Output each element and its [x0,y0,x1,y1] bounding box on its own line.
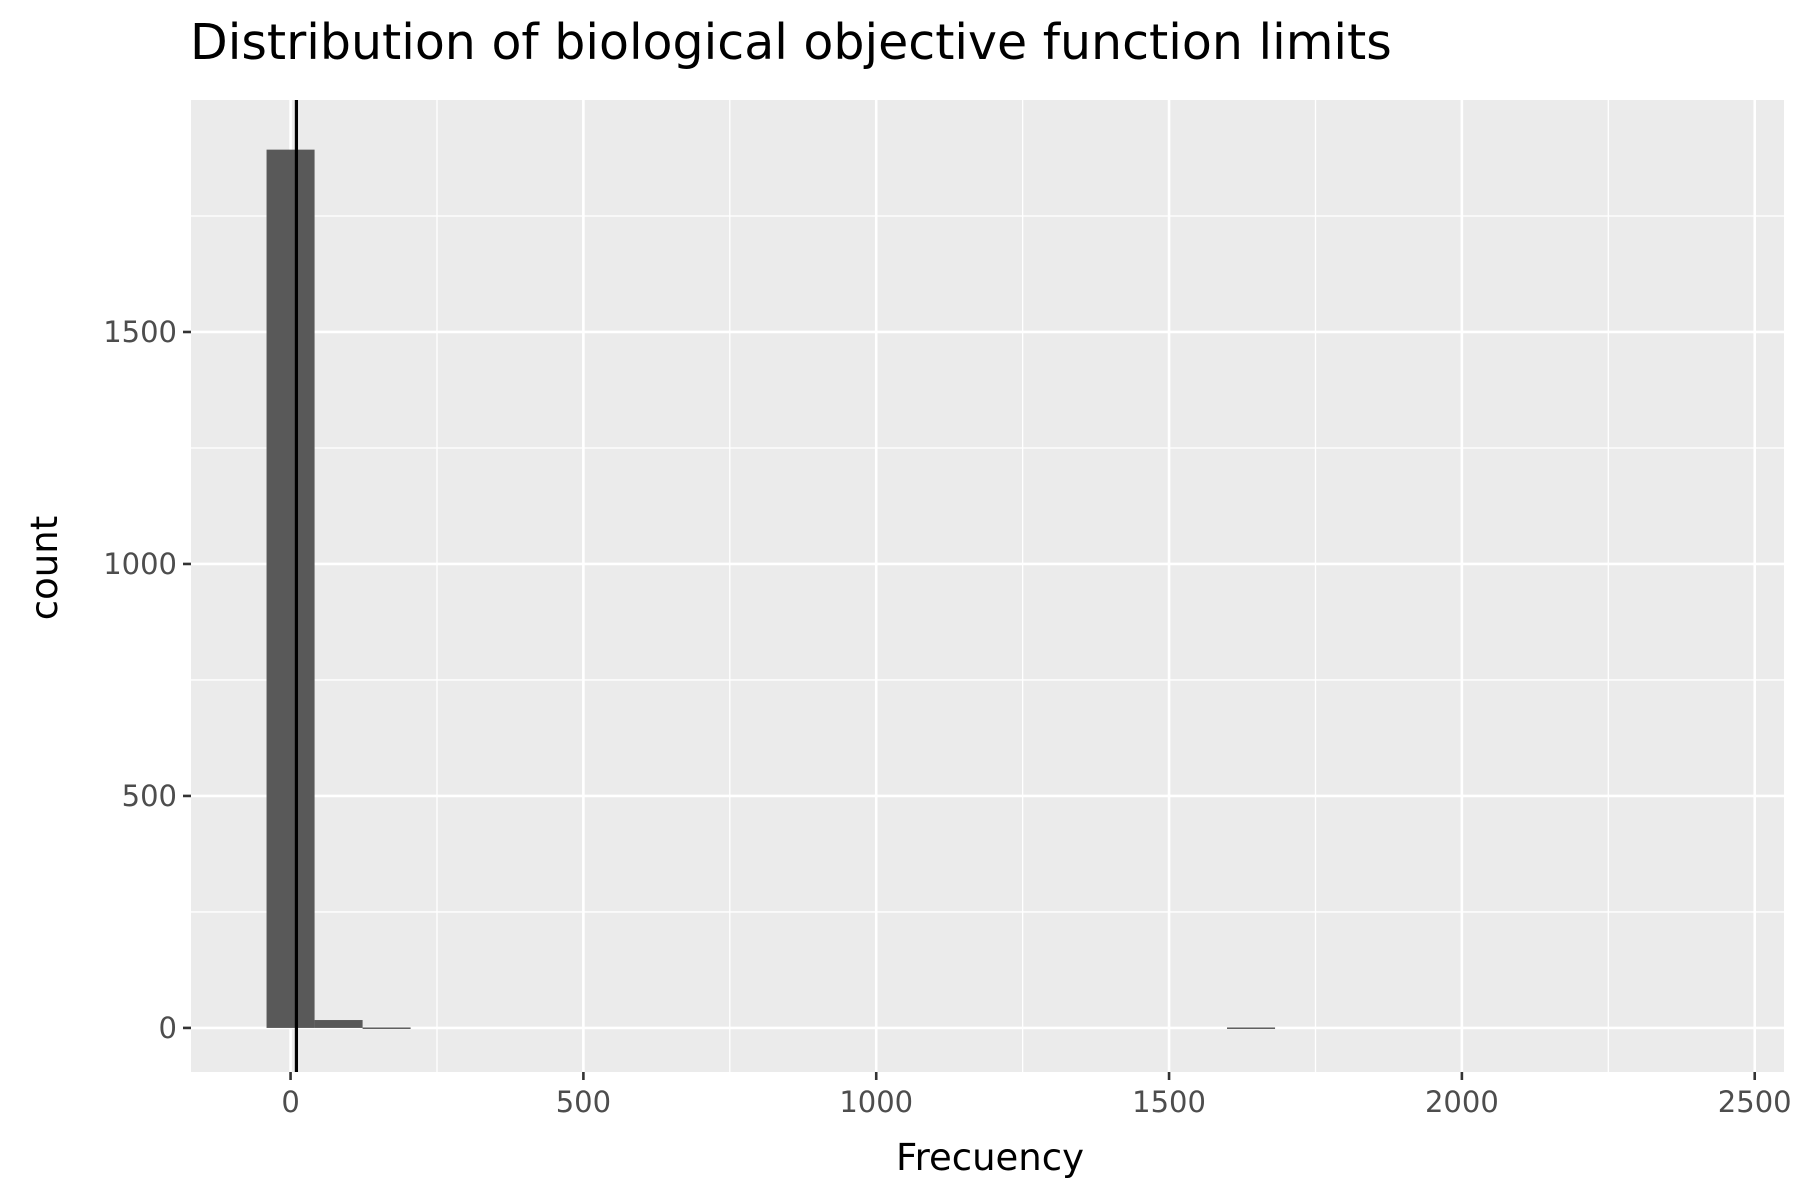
x-axis: 0 500 1000 1500 2000 2500 [281,1072,1792,1119]
histogram-bar [1227,1027,1276,1029]
y-axis: 0 500 1000 1500 [103,315,191,1045]
chart-title: Distribution of biological objective fun… [190,14,1392,71]
histogram-bar [362,1027,411,1029]
x-tick-label: 500 [556,1085,611,1119]
x-tick-label: 2500 [1718,1085,1792,1119]
x-tick-label: 1000 [839,1085,913,1119]
y-tick-label: 1500 [103,315,177,349]
y-axis-title: count [23,516,66,620]
histogram-bar [314,1020,363,1028]
histogram-bar [266,149,315,1028]
histogram-bars [266,149,1276,1029]
plot-panel [191,100,1784,1072]
x-tick-label: 1500 [1132,1085,1206,1119]
x-tick-label: 2000 [1425,1085,1499,1119]
y-tick-label: 1000 [103,547,177,581]
y-tick-label: 500 [122,779,177,813]
x-tick-label: 0 [281,1085,299,1119]
x-axis-title: Frecuency [896,1136,1084,1179]
y-tick-label: 0 [159,1011,177,1045]
